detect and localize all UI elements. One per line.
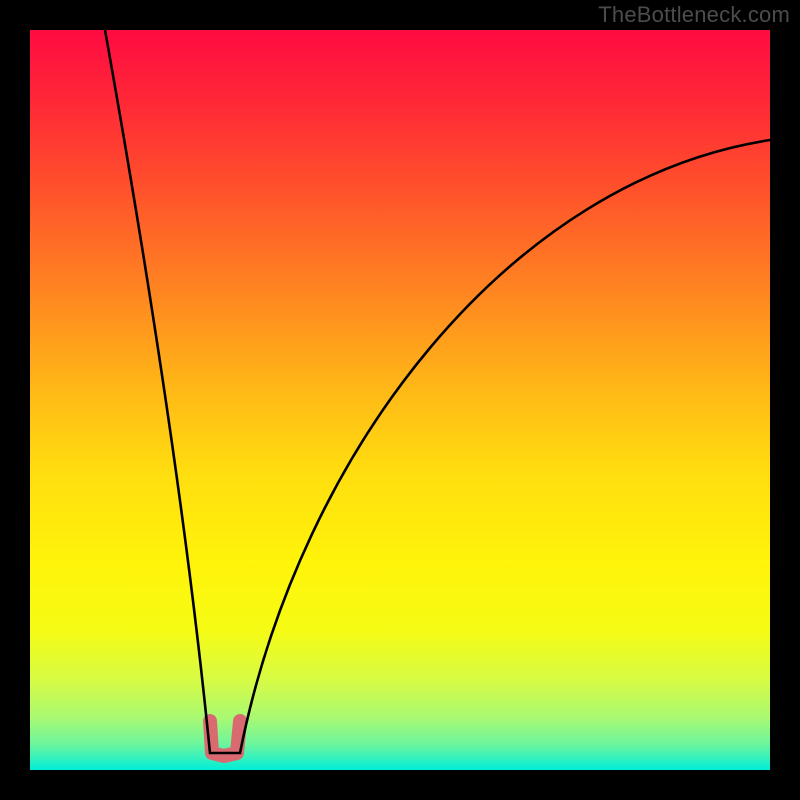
chart-root: TheBottleneck.com <box>0 0 800 800</box>
plot-area <box>30 30 770 770</box>
watermark-text: TheBottleneck.com <box>598 2 790 28</box>
chart-canvas <box>0 0 800 800</box>
gradient-background <box>30 30 770 770</box>
